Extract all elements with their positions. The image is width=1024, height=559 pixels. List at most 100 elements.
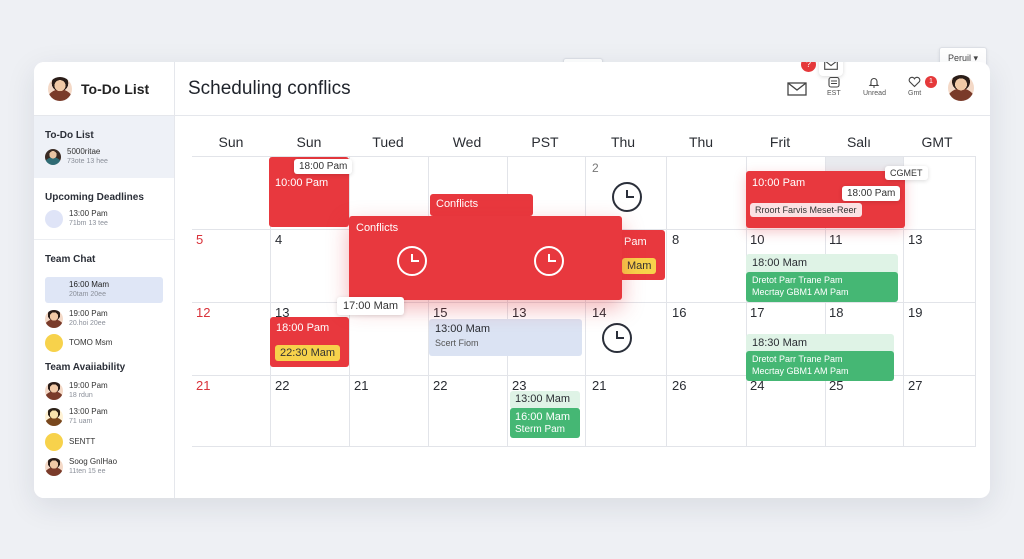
todo-item[interactable]: 5000ritae 73ote 13 hee (45, 147, 163, 167)
chat-item-avatar (45, 334, 63, 352)
calendar-grid: Sun Sun Tued Wed PST Thu Thu Frit Salı G… (192, 130, 976, 447)
todo-item-avatar (45, 149, 61, 165)
gmt-button[interactable]: Gmt (908, 76, 921, 97)
availability-item-line1: 13:00 Pam (69, 407, 108, 416)
conflicts-label: Conflicts (436, 198, 479, 210)
availability-item[interactable]: 13:00 Pam 71 uam (45, 407, 163, 427)
event-time: 18:00 Pam (276, 322, 330, 334)
conflicts-banner[interactable]: Conflicts (430, 194, 533, 216)
event-time-chip[interactable]: 18:00 Pam (842, 186, 901, 201)
event-time-chip: Mam (622, 258, 657, 274)
day-number[interactable]: 26 (672, 378, 687, 393)
weekday-header-row: Sun Sun Tued Wed PST Thu Thu Frit Salı G… (192, 130, 976, 156)
day-number[interactable]: 22 (433, 378, 448, 393)
day-number[interactable]: 12 (196, 305, 211, 320)
todo-item-line1: 5000ritae (67, 147, 101, 156)
availability-item-avatar (45, 382, 63, 400)
deadlines-title: Upcoming Deadlines (45, 192, 144, 203)
day-number[interactable]: 2 (592, 161, 599, 175)
user-avatar[interactable] (948, 75, 974, 101)
day-number[interactable]: 15 (433, 305, 448, 320)
app-name: To-Do List (81, 80, 150, 97)
day-number[interactable]: 11 (829, 232, 843, 247)
availability-item-line2: 18 rdun (69, 392, 93, 399)
weekday-header: Frit (769, 134, 791, 150)
todo-section[interactable]: To-Do List 5000ritae 73ote 13 hee (34, 116, 174, 178)
clock-icon (534, 246, 564, 276)
weekday-header: Tued (372, 134, 404, 150)
event-line1: Dretot Parr Trane Pam (752, 354, 843, 364)
chat-section: Team Chat 16:00 Mam 20tam 20ee 19:00 Pam… (34, 240, 174, 352)
weekday-header: GMT (921, 134, 953, 150)
floating-time-chip[interactable]: 17:00 Mam (337, 297, 405, 315)
weekday-header: Salı (846, 134, 872, 150)
event-time: 10:00 Pam (752, 177, 806, 189)
day-number[interactable]: 19 (908, 305, 923, 320)
event-subtitle: Scert Fiom (435, 338, 479, 348)
availability-section: Team Avaiiability 19:00 Pam 18 rdun 13:00… (34, 352, 174, 477)
mail-popup-button[interactable] (819, 62, 843, 76)
day-number[interactable]: 5 (196, 232, 204, 247)
event-time-chip[interactable]: 18:00 Pam (294, 159, 353, 174)
day-number[interactable]: 4 (275, 232, 283, 247)
event-detail[interactable]: Dretot Parr Trane Pam Mecrtay GBM1 AM Pa… (746, 351, 894, 381)
day-number[interactable]: 21 (354, 378, 369, 393)
availability-item-line1: SENTT (69, 437, 96, 446)
day-number[interactable]: 14 (592, 305, 607, 320)
cgmt-chip[interactable]: CGMET (885, 166, 928, 180)
chat-item-selected[interactable]: 16:00 Mam 20tam 20ee (45, 277, 163, 303)
day-number[interactable]: 22 (275, 378, 290, 393)
availability-item-line1: 19:00 Pam (69, 381, 108, 390)
day-number[interactable]: 13 (275, 305, 290, 320)
availability-item-avatar (45, 433, 63, 451)
availability-item[interactable]: 19:00 Pam 18 rdun (45, 381, 163, 401)
day-number[interactable]: 13 (908, 232, 923, 247)
chat-item[interactable]: TOMO Msm (45, 334, 163, 352)
deadline-item-avatar (45, 210, 63, 228)
deadline-item[interactable]: 13:00 Pam 71bm 13 tee (45, 209, 163, 229)
chat-item[interactable]: 19:00 Pam 20.hoi 20ee (45, 309, 163, 329)
messages-button[interactable] (787, 82, 807, 98)
availability-item[interactable]: SENTT (45, 433, 163, 451)
day-number[interactable]: 23 (512, 378, 527, 393)
clock-icon (612, 182, 642, 212)
availability-item-avatar (45, 458, 63, 476)
sidebar: To-Do List To-Do List 5000ritae 73ote 13 … (34, 62, 175, 498)
day-number[interactable]: 27 (908, 378, 923, 393)
envelope-icon (824, 62, 838, 70)
grid-line (192, 302, 976, 303)
calendar-icon (828, 76, 840, 88)
event-note[interactable]: Rroort Farvis Meset-Reer (750, 203, 862, 217)
availability-title: Team Avaiiability (45, 362, 126, 373)
est-button[interactable]: EST (827, 76, 841, 97)
day-number[interactable]: 25 (829, 378, 844, 393)
day-number[interactable]: 21 (592, 378, 607, 393)
day-number[interactable]: 10 (750, 232, 765, 247)
chat-item-line2: 20tam 20ee (69, 291, 106, 298)
day-number[interactable]: 8 (672, 232, 680, 247)
app-avatar[interactable] (48, 76, 72, 101)
grid-line (192, 375, 976, 376)
day-number[interactable]: 21 (196, 378, 211, 393)
day-number[interactable]: 17 (750, 305, 765, 320)
event-card[interactable]: 13:00 Mam (510, 391, 580, 409)
availability-item[interactable]: Soog GnlHao 11ten 15 ee (45, 457, 163, 477)
weekday-header: PST (531, 134, 559, 150)
gmt-label: Gmt (908, 90, 922, 97)
event-card[interactable]: 13:00 Mam Scert Fiom (429, 319, 582, 356)
unread-button[interactable]: Unread (863, 76, 886, 97)
day-number[interactable]: 24 (750, 378, 765, 393)
app-window: To-Do List To-Do List 5000ritae 73ote 13 … (34, 62, 990, 498)
day-number[interactable]: 13 (512, 305, 527, 320)
deadlines-section: Upcoming Deadlines 13:00 Pam 71bm 13 tee (34, 178, 174, 240)
day-number[interactable]: 16 (672, 305, 687, 320)
clock-icon (397, 246, 427, 276)
event-subtitle: Sterm Pam (515, 424, 566, 435)
conflicts-card[interactable]: Conflicts (349, 216, 622, 300)
event-detail[interactable]: Dretot Parr Trane Pam Mecrtay GBM1 AM Pa… (746, 272, 898, 302)
day-number[interactable]: 18 (829, 305, 844, 320)
event-time-chip[interactable]: 22:30 Mam (275, 345, 341, 361)
availability-item-avatar (45, 408, 63, 426)
event-card[interactable]: 16:00 Mam Sterm Pam (510, 408, 580, 438)
bell-icon (869, 78, 880, 88)
